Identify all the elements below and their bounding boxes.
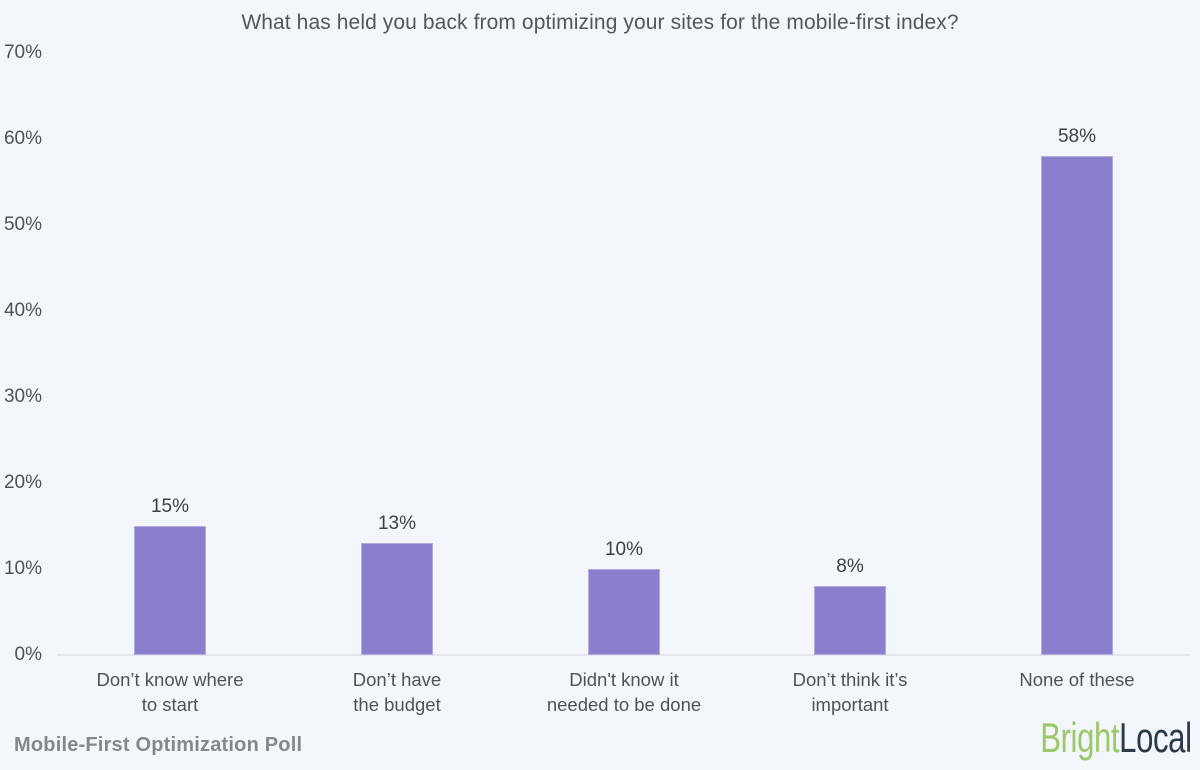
category-label-line: important [811,694,889,715]
y-axis: 0% 10% 20% 30% 40% 50% 60% 70% [0,0,42,770]
bar-2 [361,543,433,655]
y-axis-tick-label: 40% [3,300,42,321]
bar-value-label: 13% [377,513,417,534]
bar-1 [134,526,206,655]
x-axis-category-label: None of these [962,667,1192,692]
y-axis-tick-label: 10% [3,558,42,579]
logo-text-bright: Bright [1040,714,1120,761]
category-label-line: Didn't know it [569,669,679,690]
y-axis-tick-label: 60% [3,128,42,149]
y-axis-tick-label: 30% [3,386,42,407]
y-axis-tick-label: 20% [3,472,42,493]
category-label-line: needed to be done [546,694,702,715]
bar-value-label: 10% [604,539,644,560]
logo-text-local: Local [1119,714,1193,761]
y-axis-tick-label: 0% [14,644,42,665]
category-label-line: None of these [1019,669,1135,690]
bar-value-label: 58% [1057,126,1097,147]
chart-title: What has held you back from optimizing y… [241,11,959,34]
bar-3 [588,569,660,655]
y-axis-tick-label: 50% [3,214,42,235]
bar-4 [814,586,886,655]
bar-value-label: 8% [836,556,864,577]
chart-caption: Mobile-First Optimization Poll [14,734,303,756]
category-label-line: Don’t think it’s [792,669,908,690]
category-label-line: Don’t know where [96,669,244,690]
category-label-line: to start [141,694,199,715]
bar-value-label: 15% [150,496,190,517]
category-label-line: the budget [353,694,441,715]
x-axis-category-label: Don’t think it’s important [735,667,965,717]
bar-5 [1041,156,1113,655]
x-axis-baseline [57,654,1190,656]
brightlocal-logo: BrightLocal [1040,714,1193,761]
y-axis-tick-label: 70% [3,42,42,63]
x-axis-category-label: Didn't know it needed to be done [509,667,739,717]
x-axis-category-label: Don’t have the budget [282,667,512,717]
x-axis-category-label: Don’t know where to start [55,667,285,717]
category-label-line: Don’t have [352,669,442,690]
